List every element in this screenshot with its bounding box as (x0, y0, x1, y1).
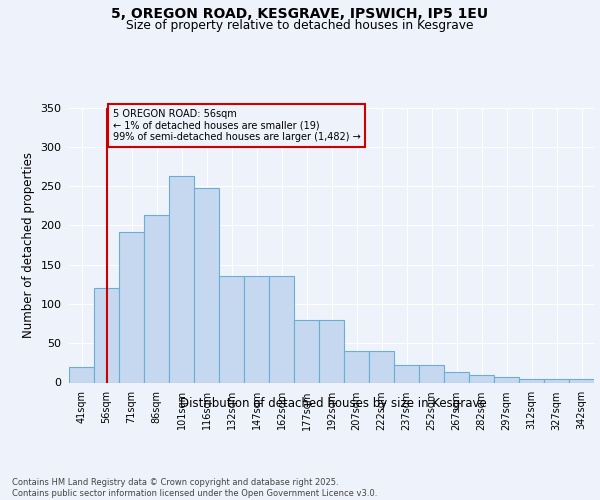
Bar (194, 188, 219, 382)
Bar (69, 367, 94, 382)
Text: 5 OREGON ROAD: 56sqm
← 1% of detached houses are smaller (19)
99% of semi-detach: 5 OREGON ROAD: 56sqm ← 1% of detached ho… (113, 109, 361, 142)
Text: Distribution of detached houses by size in Kesgrave: Distribution of detached houses by size … (179, 398, 487, 410)
Bar (394, 365, 419, 382)
Y-axis label: Number of detached properties: Number of detached properties (22, 152, 35, 338)
Bar (494, 377, 519, 382)
Bar (169, 176, 194, 382)
Bar (269, 276, 294, 382)
Text: Size of property relative to detached houses in Kesgrave: Size of property relative to detached ho… (126, 19, 474, 32)
Bar (519, 378, 544, 382)
Bar (319, 320, 344, 382)
Bar (344, 351, 369, 382)
Bar (544, 378, 569, 382)
Bar (144, 215, 169, 382)
Bar (569, 380, 594, 382)
Bar (294, 320, 319, 382)
Text: 5, OREGON ROAD, KESGRAVE, IPSWICH, IP5 1EU: 5, OREGON ROAD, KESGRAVE, IPSWICH, IP5 1… (112, 8, 488, 22)
Bar (94, 288, 119, 382)
Text: Contains HM Land Registry data © Crown copyright and database right 2025.
Contai: Contains HM Land Registry data © Crown c… (12, 478, 377, 498)
Bar (469, 376, 494, 382)
Bar (419, 365, 444, 382)
Bar (219, 276, 244, 382)
Bar (444, 372, 469, 382)
Bar (369, 351, 394, 382)
Bar (119, 232, 144, 382)
Bar (244, 276, 269, 382)
